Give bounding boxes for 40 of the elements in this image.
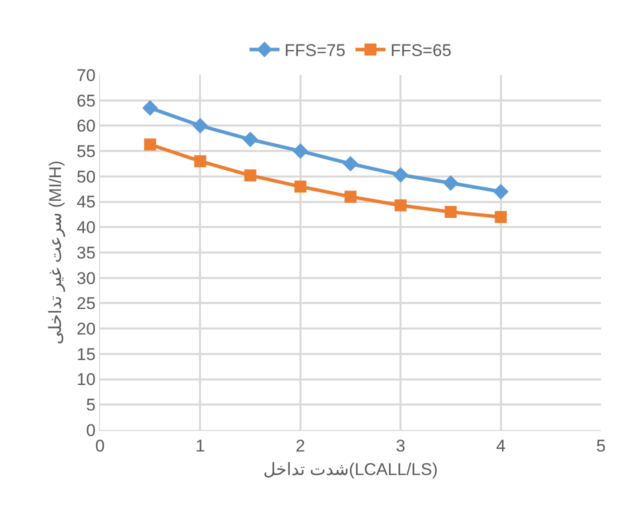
x-tick-label: 1 [195,436,205,456]
x-tick-label: 3 [396,436,406,456]
point [442,175,458,191]
point [194,155,206,168]
point [292,143,308,159]
point [342,156,358,172]
point [494,211,507,223]
y-tick-label: 55 [76,142,96,162]
legend-label: FFS=65 [390,41,452,60]
point [144,138,156,150]
y-tick-label: 20 [76,320,96,339]
point [344,190,356,203]
y-tick-label: 45 [76,192,96,212]
y-tick-label: 65 [76,91,96,110]
y-tick-label: 0 [86,420,96,440]
point [242,132,258,148]
x-tick-label: 4 [496,436,506,456]
y-tick-label: 30 [76,268,96,288]
y-axis-title: سرعت غیر تداخلی (MI/H) [46,160,66,344]
y-tick-label: 35 [76,243,96,262]
x-axis-title: شدت تداخل(LCALL/LS) [263,460,438,479]
point [392,167,408,183]
y-tick-label: 40 [76,218,96,238]
y-tick-label: 60 [76,116,96,136]
point [493,184,509,200]
y-tick-label: 70 [76,66,96,85]
point [444,206,457,218]
legend-label: FFS=75 [284,41,346,60]
point [192,118,208,134]
point [294,180,306,193]
x-tick-label: 5 [596,436,606,456]
y-tick-label: 50 [76,167,96,186]
y-tick-label: 15 [76,344,96,364]
point [244,169,256,182]
y-tick-label: 25 [76,294,96,314]
point [142,100,158,116]
y-tick-label: 10 [76,370,96,390]
point [394,199,407,212]
y-tick-label: 5 [86,396,96,415]
x-tick-label: 2 [296,436,306,456]
